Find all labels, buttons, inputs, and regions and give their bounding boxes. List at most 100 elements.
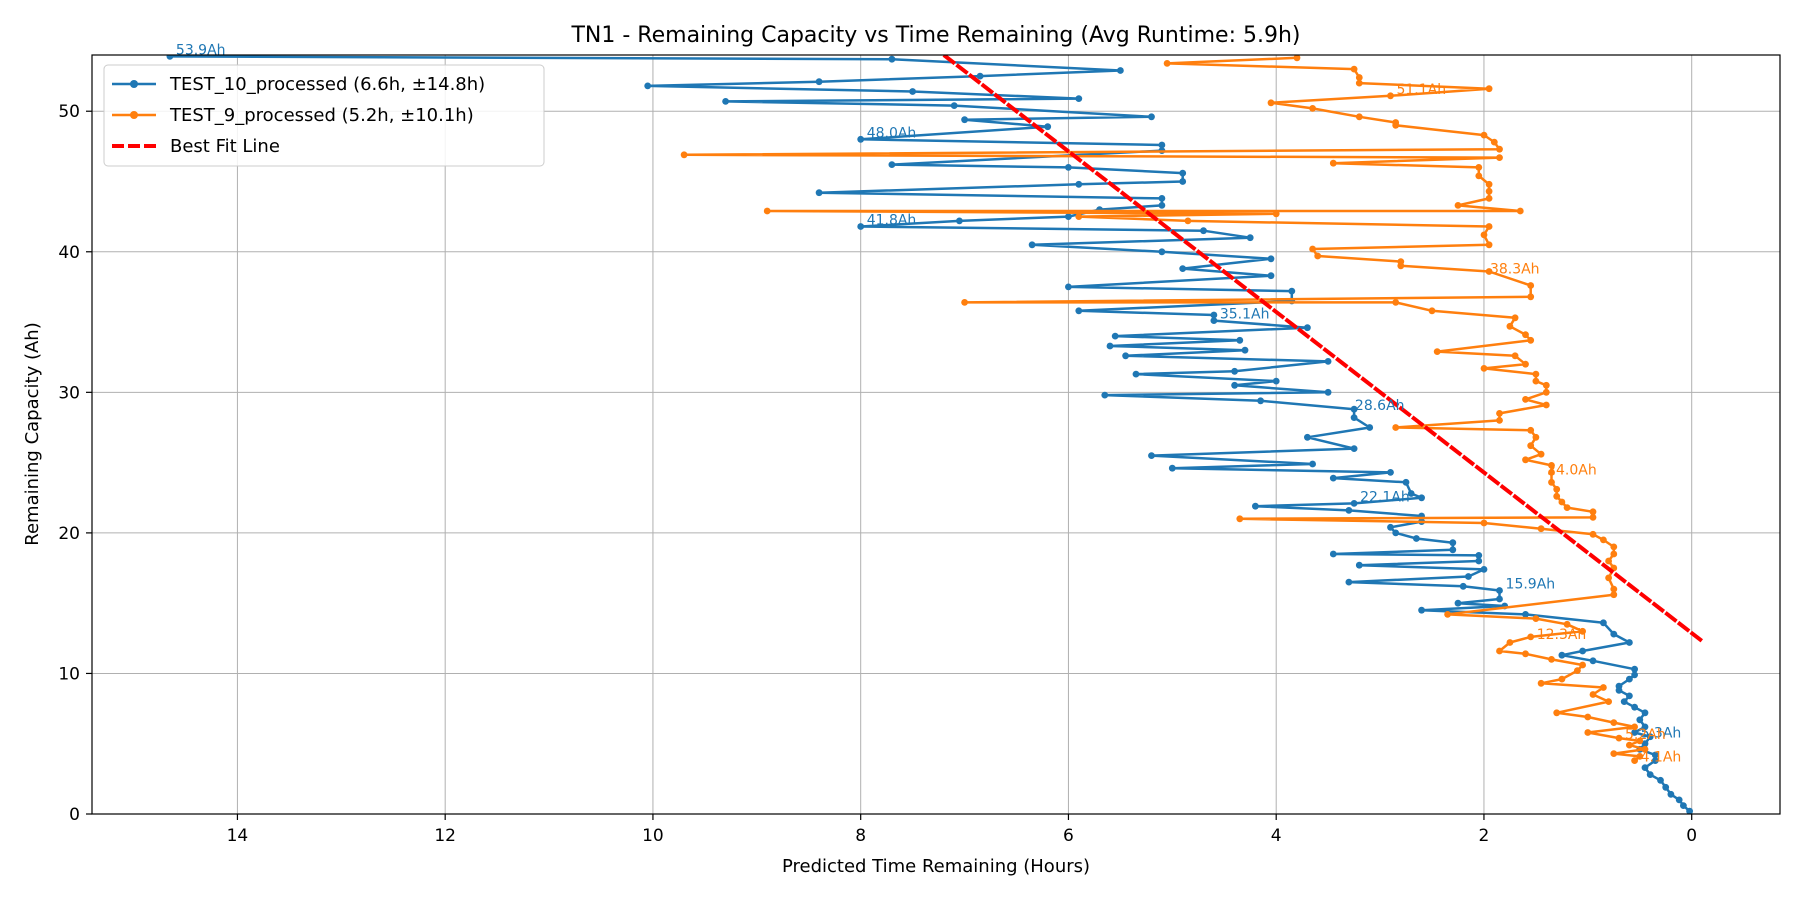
data-point <box>1309 460 1316 468</box>
data-label: 4.1Ah <box>1641 749 1682 765</box>
data-point <box>1537 450 1545 458</box>
data-point <box>1236 336 1244 344</box>
series-layer <box>166 55 1704 814</box>
data-point <box>1465 573 1472 580</box>
data-point <box>1506 639 1514 646</box>
data-point <box>888 161 896 169</box>
data-point <box>1662 783 1670 791</box>
data-label: 5.3Ah <box>1641 726 1682 742</box>
data-point <box>1075 95 1083 102</box>
data-point <box>857 135 865 143</box>
data-point <box>1522 611 1529 618</box>
y-tick-label: 30 <box>58 383 80 403</box>
data-point <box>1267 255 1275 263</box>
data-point <box>1605 557 1612 565</box>
data-point <box>1589 530 1597 538</box>
data-point <box>1480 566 1488 573</box>
data-point <box>1329 474 1337 482</box>
data-point <box>1267 272 1275 280</box>
data-point <box>1350 405 1358 413</box>
data-point <box>1631 665 1638 673</box>
data-point <box>1158 202 1166 209</box>
data-label: 41.8Ah <box>867 212 917 228</box>
data-point <box>1179 178 1187 185</box>
data-point <box>1496 417 1503 424</box>
data-point <box>1475 172 1483 180</box>
data-point <box>1651 757 1659 764</box>
data-point <box>1485 85 1493 93</box>
data-point <box>1589 657 1597 665</box>
x-tick-label: 0 <box>1686 826 1697 846</box>
data-point <box>1444 611 1451 618</box>
data-point <box>1553 709 1561 717</box>
legend-box <box>103 64 545 167</box>
data-point <box>1686 807 1693 814</box>
legend-item-best-fit-line: Best Fit Line <box>112 136 280 157</box>
data-point <box>1387 523 1394 531</box>
y-tick-label: 0 <box>69 805 80 825</box>
data-label: 48.0Ah <box>867 125 917 141</box>
data-point <box>1548 656 1555 663</box>
data-point <box>1516 207 1524 215</box>
data-point <box>950 102 958 109</box>
data-label: 12.3Ah <box>1537 627 1587 643</box>
legend-label: TEST_9_processed (5.2h, ±10.1h) <box>169 105 474 126</box>
data-point <box>1485 180 1493 188</box>
data-point <box>1101 391 1109 399</box>
data-label: 24.0Ah <box>1547 463 1597 479</box>
data-point <box>1065 213 1072 221</box>
data-point <box>1314 252 1322 260</box>
data-point <box>1532 433 1540 441</box>
data-point <box>1355 561 1363 569</box>
data-point <box>1454 599 1462 607</box>
data-point <box>1402 478 1410 486</box>
data-point <box>1158 248 1166 256</box>
data-point <box>1631 671 1638 679</box>
data-point <box>1179 169 1187 177</box>
data-point <box>1675 796 1683 804</box>
data-point <box>1558 675 1566 683</box>
data-point <box>1548 462 1555 469</box>
data-point <box>1231 367 1238 375</box>
data-point <box>1345 578 1353 586</box>
data-point <box>1511 314 1519 322</box>
data-point <box>1558 651 1566 659</box>
data-point <box>1490 138 1498 146</box>
y-tick-label: 50 <box>58 102 80 122</box>
data-point <box>1641 709 1649 717</box>
data-point <box>1272 210 1280 218</box>
data-point <box>1641 723 1649 731</box>
data-point <box>1522 650 1529 658</box>
data-point <box>644 82 652 90</box>
data-label: 53.9Ah <box>176 42 226 58</box>
data-point <box>1475 552 1483 559</box>
data-point <box>1122 352 1129 360</box>
data-point <box>1615 686 1623 694</box>
x-tick-label: 14 <box>227 826 249 846</box>
data-point <box>1480 519 1488 527</box>
data-point <box>1485 241 1493 249</box>
data-point <box>1542 388 1550 396</box>
data-point <box>1288 287 1296 295</box>
chart-title: TN1 - Remaining Capacity vs Time Remaini… <box>570 23 1300 48</box>
data-point <box>1522 360 1529 368</box>
data-point <box>1044 123 1052 131</box>
data-point <box>1563 504 1571 511</box>
data-point <box>1485 195 1493 202</box>
data-point <box>1366 424 1374 431</box>
data-point <box>1428 307 1436 315</box>
data-point <box>1631 703 1638 711</box>
data-point <box>1355 113 1363 121</box>
data-point <box>1252 502 1259 510</box>
data-point <box>1267 99 1275 107</box>
data-point <box>1532 377 1540 385</box>
data-point <box>1329 159 1337 167</box>
legend: TEST_10_processed (6.6h, ±14.8h) TEST_9_p… <box>103 64 545 167</box>
data-point <box>1246 234 1254 242</box>
data-point <box>1641 764 1649 771</box>
data-point <box>1680 802 1687 809</box>
data-point <box>1355 74 1363 81</box>
data-point <box>1433 348 1441 355</box>
legend-item-test-10-processed-6-6h-14-8h: TEST_10_processed (6.6h, ±14.8h) <box>112 74 485 95</box>
